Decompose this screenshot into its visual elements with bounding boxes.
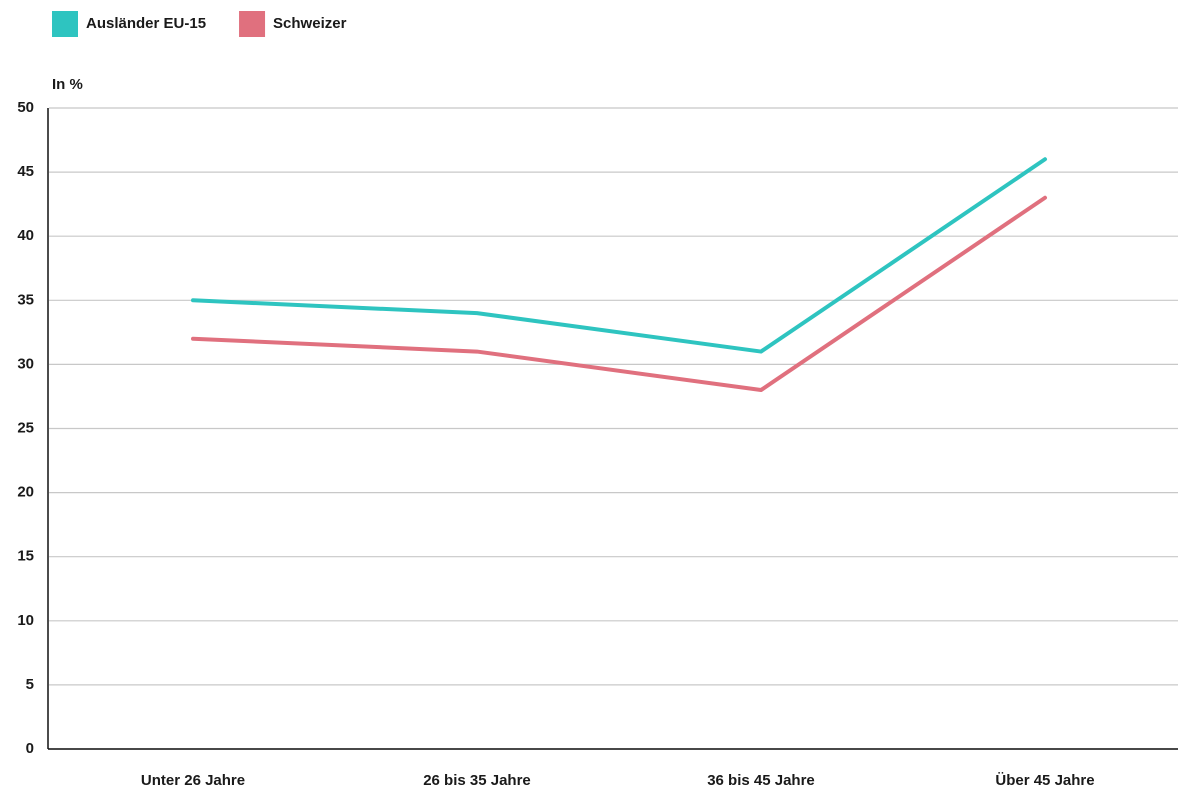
y-tick-label: 40 xyxy=(17,227,34,244)
legend-swatch xyxy=(52,11,78,37)
legend-swatch xyxy=(239,11,266,37)
y-axis-label: In % xyxy=(52,76,83,93)
legend-label: Schweizer xyxy=(273,15,347,32)
y-tick-label: 25 xyxy=(17,419,34,436)
y-tick-label: 0 xyxy=(26,740,34,757)
x-tick-label: Über 45 Jahre xyxy=(995,772,1094,789)
line-series xyxy=(191,157,1047,354)
y-tick-label: 30 xyxy=(17,355,34,372)
y-tick-label: 15 xyxy=(17,548,34,565)
y-tick-label: 45 xyxy=(17,163,34,180)
x-tick-label: Unter 26 Jahre xyxy=(141,772,245,789)
y-tick-label: 35 xyxy=(17,291,34,308)
legend-label: Ausländer EU-15 xyxy=(86,15,206,32)
x-tick-label: 26 bis 35 Jahre xyxy=(423,772,531,789)
x-tick-label: 36 bis 45 Jahre xyxy=(707,772,815,789)
y-tick-label: 50 xyxy=(17,99,34,116)
y-tick-label: 10 xyxy=(17,612,34,629)
y-tick-label: 20 xyxy=(17,484,34,501)
line-series xyxy=(191,195,1047,393)
y-tick-label: 5 xyxy=(26,676,34,693)
